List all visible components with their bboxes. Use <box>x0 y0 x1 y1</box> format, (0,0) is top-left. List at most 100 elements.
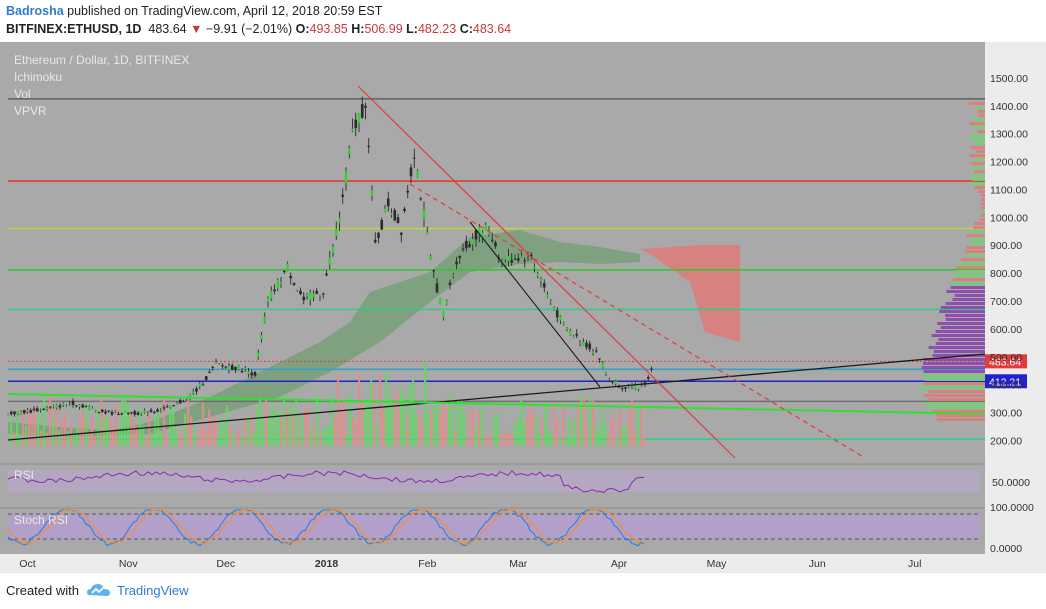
candle-body <box>113 410 117 412</box>
candle-body <box>510 260 514 263</box>
tradingview-link[interactable]: TradingView <box>117 583 189 598</box>
volume-bar <box>79 416 82 446</box>
vpvr-bar <box>971 146 985 149</box>
volume-bar <box>487 432 490 446</box>
volume-bar <box>412 378 415 446</box>
volume-bar <box>643 437 646 446</box>
candle-body <box>78 404 81 407</box>
rsi-label[interactable]: RSI <box>14 468 34 482</box>
candle-body <box>458 255 462 258</box>
candle-body <box>536 273 540 277</box>
price-axis-tick: 900.00 <box>990 240 1022 252</box>
candle-body <box>549 301 553 303</box>
author-link[interactable]: Badrosha <box>6 4 64 18</box>
volume-bar <box>286 408 289 446</box>
candle-body <box>474 230 478 240</box>
candle-body <box>48 406 52 408</box>
volume-bar <box>172 408 175 446</box>
candle-body <box>425 232 429 235</box>
indicator-vol[interactable]: Vol <box>14 87 31 101</box>
vpvr-bar <box>929 406 985 409</box>
volume-bar <box>181 434 184 446</box>
volume-bar <box>559 437 562 446</box>
volume-bar <box>598 430 601 446</box>
volume-bar <box>220 417 223 446</box>
symbol-label: BITFINEX:ETHUSD, 1D <box>6 22 142 36</box>
volume-bar <box>364 398 367 446</box>
volume-bar <box>196 435 199 446</box>
volume-bar <box>97 407 100 446</box>
volume-bar <box>472 409 475 446</box>
volume-bar <box>331 395 334 446</box>
candle-body <box>110 411 114 415</box>
candle-body <box>237 365 241 370</box>
candle-body <box>305 294 309 296</box>
time-axis-tick: May <box>707 558 728 570</box>
volume-bar <box>82 410 85 446</box>
candle-body <box>468 244 471 248</box>
volume-bar <box>259 397 262 446</box>
volume-bar <box>475 424 478 446</box>
volume-bar <box>448 406 451 446</box>
volume-bar <box>397 390 400 446</box>
volume-bar <box>142 425 145 446</box>
volume-bar <box>370 380 373 446</box>
volume-bar <box>184 413 187 446</box>
vpvr-bar <box>976 106 985 109</box>
candle-body <box>208 371 211 373</box>
volume-bar <box>76 427 79 446</box>
candle-body <box>159 410 163 412</box>
vpvr-bar <box>945 302 985 305</box>
time-axis-tick: Feb <box>418 558 436 570</box>
vpvr-bar <box>935 330 985 333</box>
volume-bar <box>52 419 55 446</box>
vpvr-bar <box>972 178 985 181</box>
volume-bar <box>595 420 598 446</box>
candle-body <box>617 386 621 388</box>
volume-bar <box>238 429 241 446</box>
vpvr-bar <box>977 190 985 193</box>
volume-bar <box>391 403 394 446</box>
chart-canvas[interactable]: 483.64 412.21 1500.00 1400.00 1300.00 1200.00… <box>0 42 1046 572</box>
candle-body <box>165 406 169 408</box>
vpvr-bar <box>978 114 985 117</box>
volume-bar <box>355 419 358 446</box>
candle-body <box>292 283 296 286</box>
volume-bar <box>535 417 538 446</box>
candle-body <box>448 282 452 285</box>
volume-bar <box>49 394 52 446</box>
candle-body <box>74 405 78 407</box>
indicator-ichimoku[interactable]: Ichimoku <box>14 70 62 84</box>
candle-body <box>282 270 286 273</box>
vpvr-bar <box>928 398 985 401</box>
volume-bar <box>109 417 112 446</box>
candle-body <box>276 280 280 289</box>
candle-body <box>143 410 146 413</box>
volume-bar <box>283 394 286 446</box>
volume-bar <box>304 408 307 446</box>
candle-body <box>286 263 289 272</box>
time-axis[interactable] <box>0 554 985 572</box>
volume-bar <box>445 406 448 446</box>
stoch-rsi-label[interactable]: Stoch RSI <box>14 513 68 527</box>
volume-bar <box>340 411 343 446</box>
vpvr-bar <box>966 234 985 237</box>
candle-body <box>221 365 224 367</box>
candle-body <box>65 404 68 406</box>
vpvr-bar <box>953 278 985 281</box>
volume-bar <box>73 434 76 446</box>
vpvr-bar <box>969 238 985 241</box>
resistance-projection <box>409 183 866 459</box>
tradingview-logo-icon[interactable] <box>86 581 112 599</box>
candle-body <box>373 239 377 243</box>
volume-bar <box>85 403 88 446</box>
vpvr-bar <box>981 214 985 217</box>
candle-body <box>377 232 380 238</box>
volume-bar <box>322 429 325 446</box>
volume-bar <box>538 433 541 446</box>
volume-bar <box>601 412 604 446</box>
indicator-vpvr[interactable]: VPVR <box>14 104 47 118</box>
price-axis[interactable] <box>985 42 1046 572</box>
candle-body <box>614 380 618 385</box>
candle-body <box>403 208 406 211</box>
